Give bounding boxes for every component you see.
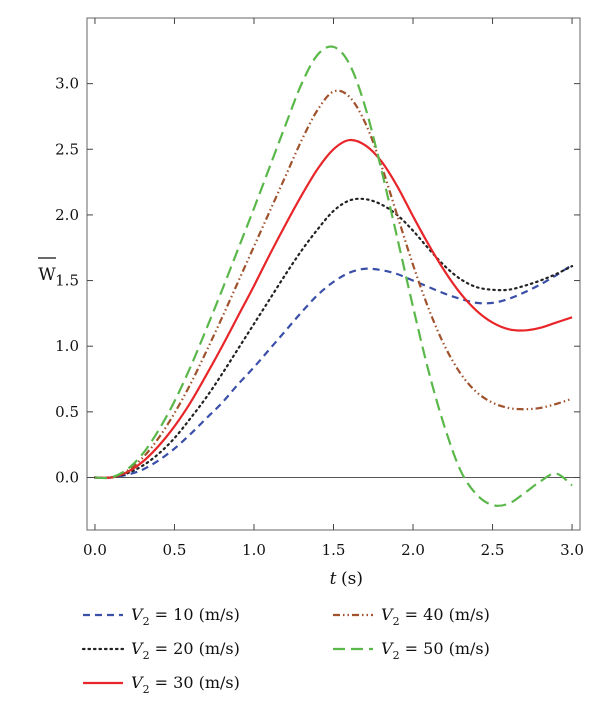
legend-item-2: V2 = 20 (m/s) [81,639,240,662]
y-tick-label: 2.5 [55,140,79,158]
legend-label: V2 = 50 (m/s) [381,639,490,662]
legend-item-3: V2 = 30 (m/s) [83,673,240,696]
y-tick-label: 1.5 [55,272,79,290]
x-tick-label: 1.5 [322,541,346,559]
series-line-1 [94,263,573,479]
x-tick-label: 2.5 [481,541,505,559]
y-tick-label: 1.0 [55,337,79,355]
y-tick-label: 3.0 [55,75,79,93]
x-tick-label: 3.0 [560,541,584,559]
x-axis-title: t [330,569,337,589]
x-tick-label: 2.0 [401,541,425,559]
x-tick-label: 1.0 [242,541,266,559]
legend-label: V2 = 40 (m/s) [381,605,490,628]
series-line-5 [94,45,573,507]
legend-item-4: V2 = 40 (m/s) [333,605,490,628]
x-axis-title-unit: (s) [341,569,363,589]
y-axis-title-text: W [38,265,56,285]
y-tick-label: 0.5 [55,403,79,421]
legend: V2 = 10 (m/s) V2 = 20 (m/s) V2 = 30 (m/s) V… [81,605,490,696]
legend-item-5: V2 = 50 (m/s) [333,639,490,662]
x-tick-label: 0.5 [163,541,187,559]
series-line-2 [93,197,574,479]
y-axis-title: W [38,257,56,285]
series-line-3 [94,138,573,479]
y-tick-label: 0.0 [55,468,79,486]
legend-label: V2 = 30 (m/s) [131,673,240,696]
legend-item-1: V2 = 10 (m/s) [83,605,240,628]
x-tick-label: 0.0 [83,541,107,559]
y-tick-label: 2.0 [55,206,79,224]
legend-label: V2 = 10 (m/s) [131,605,240,628]
legend-label: V2 = 20 (m/s) [131,639,240,662]
